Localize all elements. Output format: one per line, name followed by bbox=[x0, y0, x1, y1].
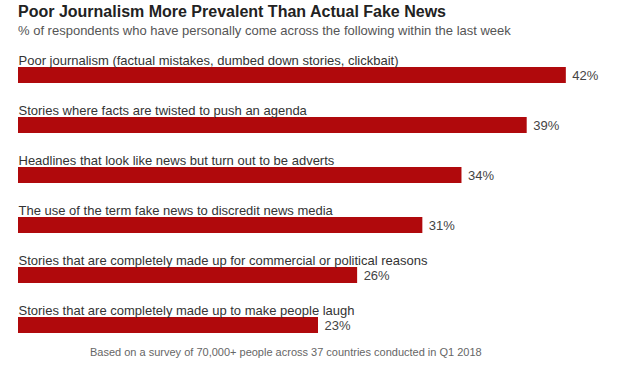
svg-text:Poor journalism (factual mista: Poor journalism (factual mistakes, dumbe… bbox=[19, 53, 399, 68]
svg-text:26%: 26% bbox=[364, 268, 390, 283]
html-text:Poor Journalism More Prevalent: Poor Journalism More Prevalent Than Actu… bbox=[18, 3, 446, 20]
svg-text:Stories where facts are twiste: Stories where facts are twisted to push … bbox=[19, 103, 308, 118]
svg-text:23%: 23% bbox=[325, 318, 351, 333]
svg-text:Headlines that look like news: Headlines that look like news but turn o… bbox=[19, 153, 335, 168]
svg-text:34%: 34% bbox=[468, 168, 494, 183]
html-text:Based on a survey of 70,000+ p: Based on a survey of 70,000+ people acro… bbox=[90, 346, 482, 358]
svg-text:Stories that are completely ma: Stories that are completely made up for … bbox=[19, 253, 428, 268]
svg-text:The use of the term fake news: The use of the term fake news to discred… bbox=[19, 203, 334, 218]
svg-text:31%: 31% bbox=[429, 218, 455, 233]
svg-text:39%: 39% bbox=[533, 118, 559, 133]
svg-text:42%: 42% bbox=[572, 68, 598, 83]
svg-text:Stories that are completely ma: Stories that are completely made up to m… bbox=[19, 303, 355, 318]
html-text:% of respondents who have pers: % of respondents who have personally com… bbox=[18, 23, 511, 38]
